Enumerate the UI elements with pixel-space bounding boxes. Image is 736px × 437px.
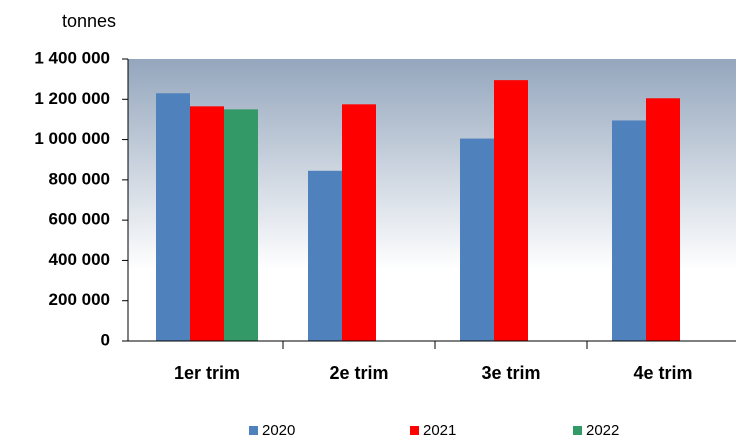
x-tick-label: 1er trim (174, 363, 240, 383)
y-tick-label: 600 000 (49, 210, 110, 229)
legend-swatch (249, 426, 258, 435)
x-tick-label: 4e trim (633, 363, 692, 383)
bar (190, 106, 224, 341)
y-tick-label: 200 000 (49, 290, 110, 309)
legend-label: 2022 (586, 422, 619, 437)
bar (612, 120, 646, 341)
x-tick-label: 3e trim (481, 363, 540, 383)
y-tick-label: 1 200 000 (34, 89, 110, 108)
y-tick-label: 800 000 (49, 169, 110, 188)
y-tick-label: 1 400 000 (34, 48, 110, 67)
bar (646, 98, 680, 342)
x-tick-label: 2e trim (329, 363, 388, 383)
legend-label: 2020 (262, 422, 295, 437)
y-tick-label: 0 (101, 330, 110, 349)
bar (156, 93, 190, 341)
legend-swatch (410, 426, 419, 435)
bar (494, 80, 528, 342)
bar (224, 109, 258, 341)
bar (460, 138, 494, 341)
bar (342, 104, 376, 341)
y-axis-label: tonnes (62, 11, 116, 31)
legend-swatch (573, 426, 582, 435)
bar (308, 170, 342, 341)
y-tick-label: 400 000 (49, 250, 110, 269)
y-tick-label: 1 000 000 (34, 129, 110, 148)
legend-label: 2021 (423, 422, 456, 437)
